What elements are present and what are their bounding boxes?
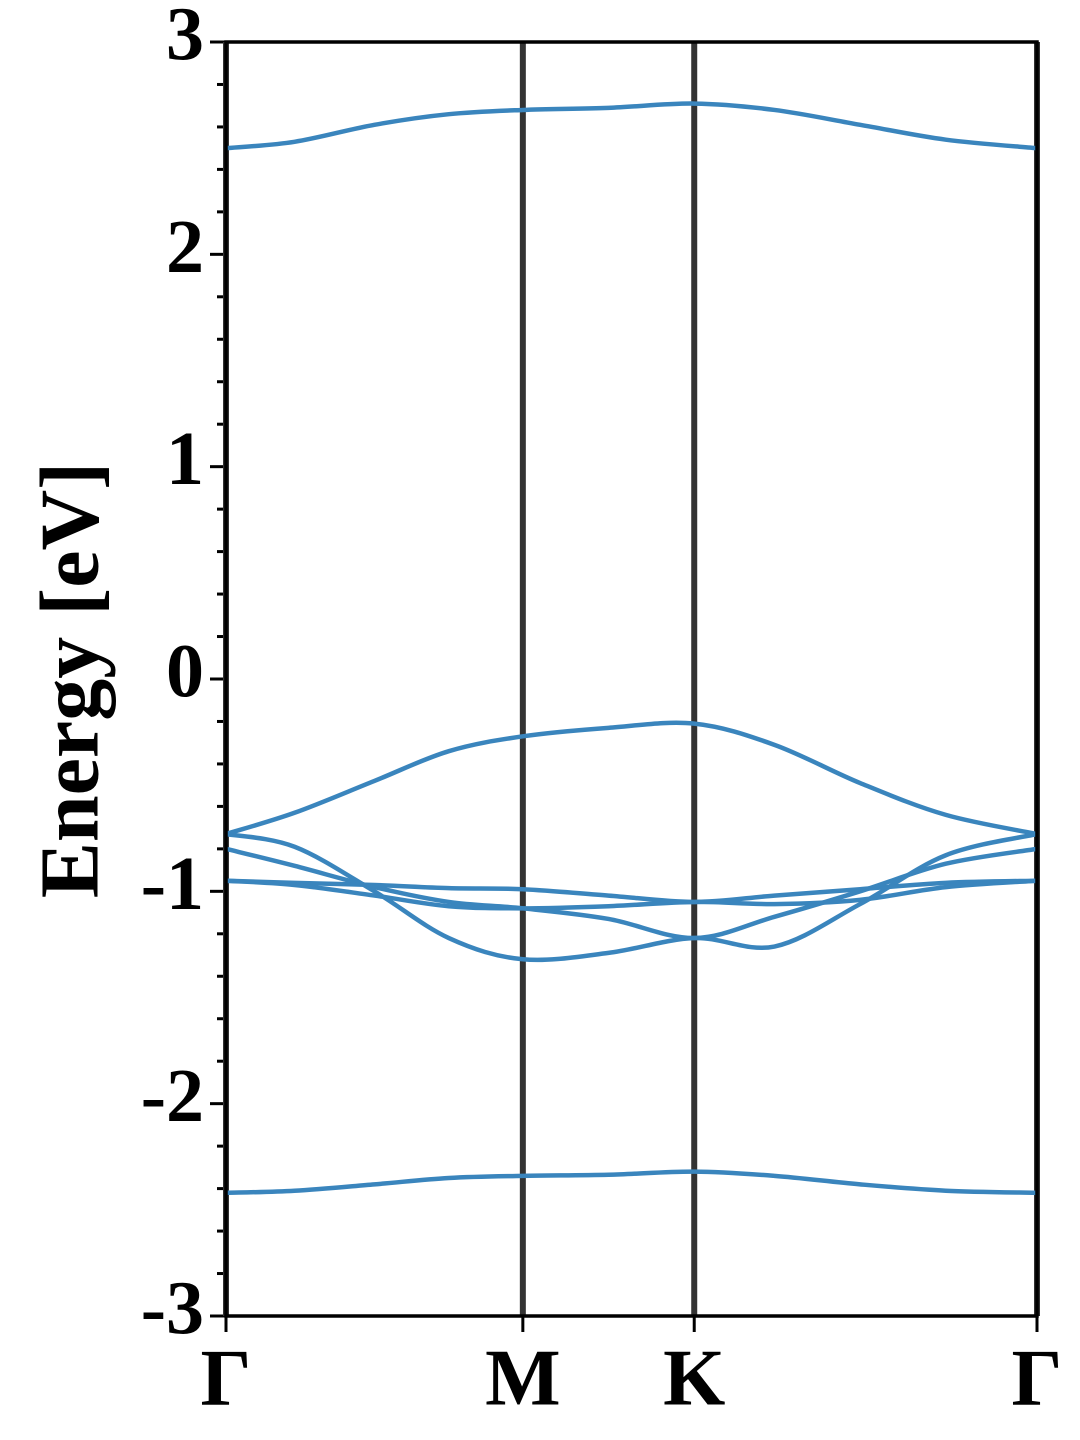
- band-line: [225, 1169, 1038, 1196]
- plot-frame: [224, 40, 1039, 1318]
- x-tick-label: Γ: [201, 1334, 252, 1422]
- y-axis-label: Energy [eV]: [23, 462, 116, 898]
- y-tick-label: -2: [141, 1054, 204, 1138]
- x-tick-label: K: [663, 1334, 725, 1422]
- y-tick-label: -3: [141, 1266, 204, 1350]
- y-tick-label: 2: [166, 205, 204, 289]
- band-line: [225, 878, 1038, 911]
- x-tick-label: Γ: [1012, 1334, 1063, 1422]
- band-line: [225, 878, 1038, 905]
- band-line: [225, 101, 1038, 151]
- band-line: [225, 846, 1038, 941]
- y-tick-label: 1: [166, 417, 204, 501]
- band-line: [225, 720, 1038, 837]
- y-tick-label: 3: [166, 0, 204, 76]
- y-tick-label: 0: [166, 629, 204, 713]
- x-tick-label: M: [485, 1334, 561, 1422]
- y-tick-label: -1: [141, 842, 204, 926]
